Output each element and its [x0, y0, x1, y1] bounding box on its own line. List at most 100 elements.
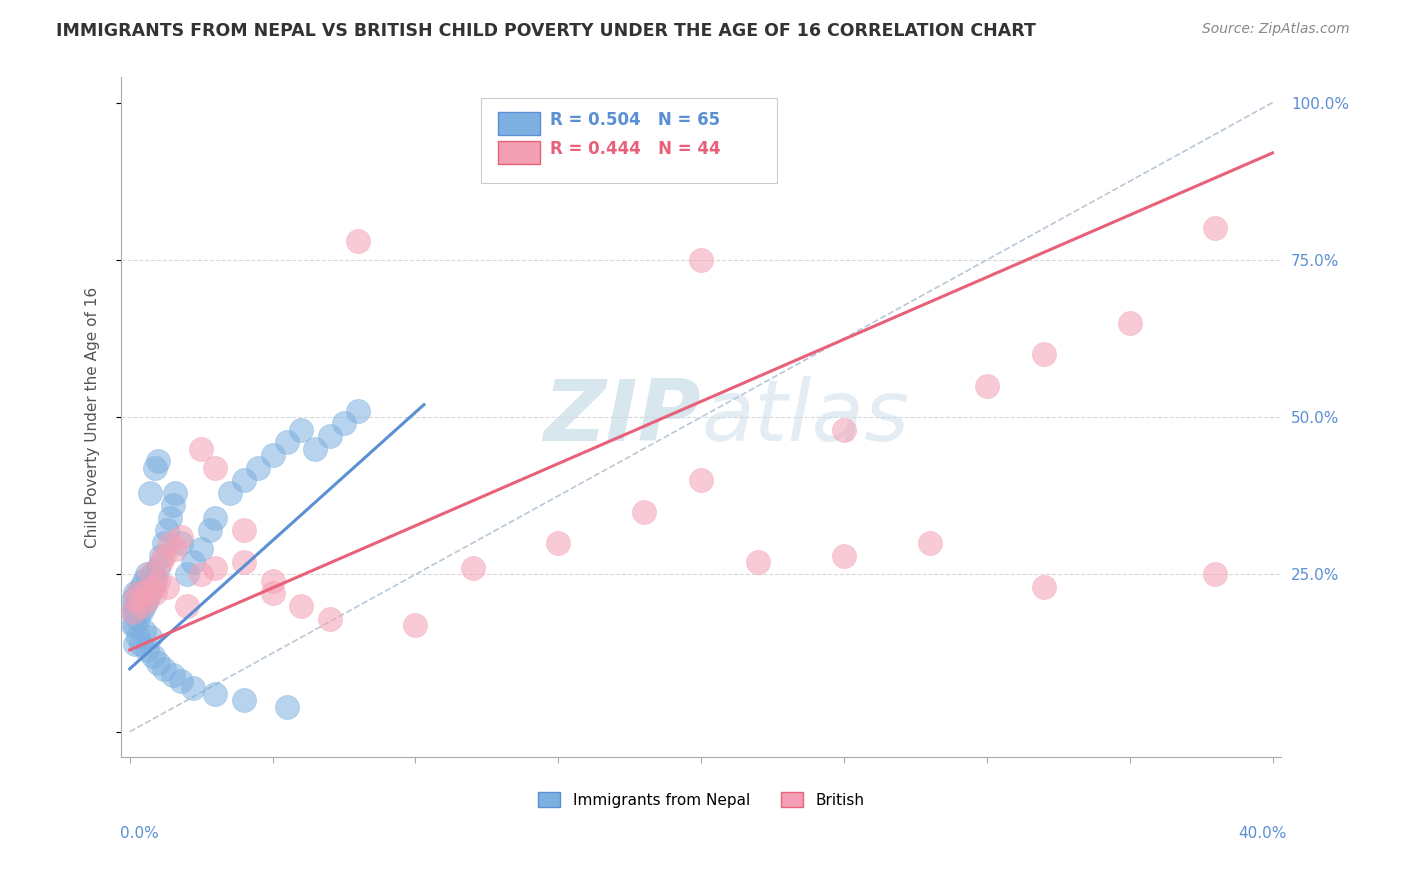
Point	[190, 542, 212, 557]
Point	[124, 599, 146, 613]
Point	[121, 605, 143, 619]
Text: 40.0%: 40.0%	[1239, 827, 1286, 841]
Point	[747, 555, 769, 569]
Point	[148, 561, 170, 575]
Point	[129, 605, 152, 619]
Point	[127, 631, 149, 645]
Point	[918, 536, 941, 550]
Point	[204, 511, 226, 525]
Point	[129, 580, 152, 594]
Point	[142, 567, 165, 582]
Text: atlas: atlas	[702, 376, 910, 458]
Point	[276, 435, 298, 450]
Point	[153, 549, 176, 563]
Point	[148, 656, 170, 670]
Point	[142, 580, 165, 594]
Point	[1204, 567, 1226, 582]
Point	[290, 423, 312, 437]
Text: ZIP: ZIP	[544, 376, 702, 458]
Point	[262, 574, 284, 588]
Point	[150, 555, 173, 569]
Point	[233, 693, 256, 707]
Point	[135, 592, 157, 607]
Point	[145, 460, 167, 475]
Point	[159, 511, 181, 525]
Point	[404, 617, 426, 632]
Point	[262, 448, 284, 462]
Point	[461, 561, 484, 575]
Point	[204, 561, 226, 575]
Point	[233, 473, 256, 487]
Point	[290, 599, 312, 613]
Legend: Immigrants from Nepal, British: Immigrants from Nepal, British	[531, 786, 870, 814]
Point	[976, 378, 998, 392]
Point	[142, 649, 165, 664]
Point	[138, 485, 160, 500]
Point	[162, 498, 184, 512]
Point	[135, 567, 157, 582]
Point	[150, 549, 173, 563]
FancyBboxPatch shape	[481, 98, 776, 183]
Point	[121, 605, 143, 619]
Point	[132, 574, 155, 588]
Point	[304, 442, 326, 456]
Point	[233, 555, 256, 569]
Point	[832, 549, 855, 563]
Point	[153, 536, 176, 550]
FancyBboxPatch shape	[498, 141, 540, 164]
Point	[145, 574, 167, 588]
Point	[156, 580, 179, 594]
Point	[159, 536, 181, 550]
Point	[633, 505, 655, 519]
Point	[276, 699, 298, 714]
Point	[1204, 221, 1226, 235]
Point	[124, 605, 146, 619]
Point	[129, 637, 152, 651]
Point	[135, 580, 157, 594]
Point	[190, 567, 212, 582]
Point	[1033, 347, 1056, 361]
Point	[148, 454, 170, 468]
Point	[170, 530, 193, 544]
Point	[127, 586, 149, 600]
Point	[121, 592, 143, 607]
Point	[132, 586, 155, 600]
Point	[127, 592, 149, 607]
Point	[124, 617, 146, 632]
Point	[156, 524, 179, 538]
Point	[262, 586, 284, 600]
Point	[198, 524, 221, 538]
Point	[181, 555, 204, 569]
Point	[347, 404, 370, 418]
Point	[547, 536, 569, 550]
Point	[138, 631, 160, 645]
Point	[142, 580, 165, 594]
Point	[145, 586, 167, 600]
Point	[135, 643, 157, 657]
Point	[153, 662, 176, 676]
Point	[124, 637, 146, 651]
Point	[162, 668, 184, 682]
Point	[181, 681, 204, 695]
Point	[127, 599, 149, 613]
Point	[204, 460, 226, 475]
Point	[204, 687, 226, 701]
Text: IMMIGRANTS FROM NEPAL VS BRITISH CHILD POVERTY UNDER THE AGE OF 16 CORRELATION C: IMMIGRANTS FROM NEPAL VS BRITISH CHILD P…	[56, 22, 1036, 40]
Point	[138, 567, 160, 582]
Point	[170, 536, 193, 550]
Point	[132, 586, 155, 600]
Point	[832, 423, 855, 437]
Point	[318, 429, 340, 443]
Point	[129, 599, 152, 613]
Point	[1118, 316, 1140, 330]
Text: R = 0.444   N = 44: R = 0.444 N = 44	[550, 140, 721, 158]
Text: R = 0.504   N = 65: R = 0.504 N = 65	[550, 112, 720, 129]
Point	[148, 574, 170, 588]
Point	[170, 674, 193, 689]
Point	[135, 592, 157, 607]
Point	[127, 586, 149, 600]
Point	[124, 586, 146, 600]
Point	[333, 417, 356, 431]
Point	[176, 567, 198, 582]
Point	[165, 485, 187, 500]
